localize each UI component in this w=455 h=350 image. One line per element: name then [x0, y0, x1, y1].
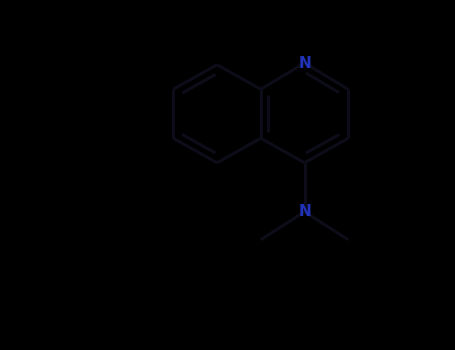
Text: N: N [298, 204, 311, 219]
Text: N: N [298, 56, 311, 70]
